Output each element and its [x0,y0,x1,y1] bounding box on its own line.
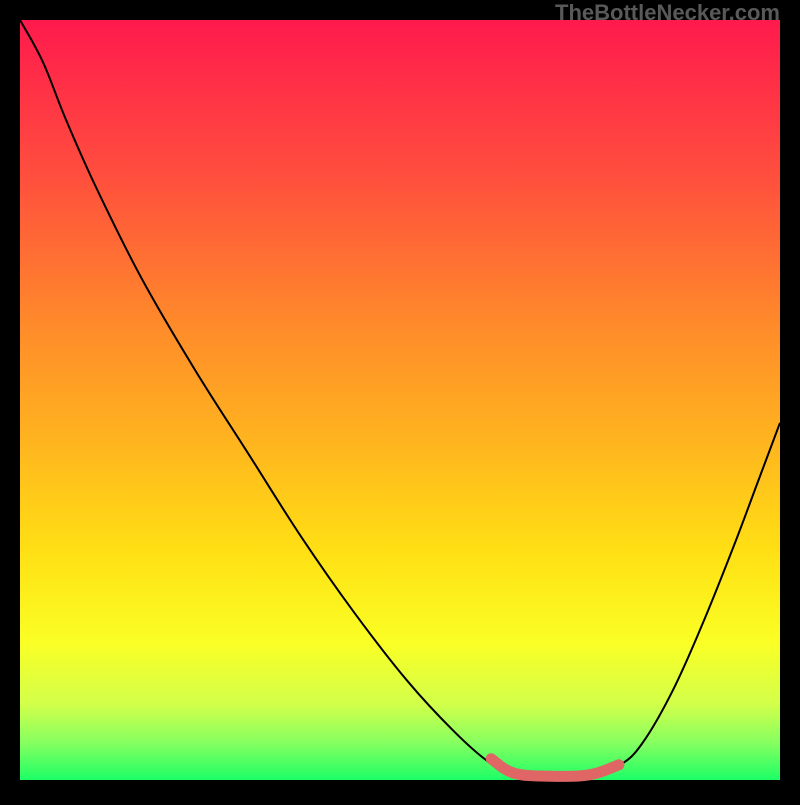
watermark-text: TheBottleNecker.com [555,0,780,26]
plot-background [20,20,780,780]
chart-svg [0,0,800,800]
chart-frame [0,0,800,800]
